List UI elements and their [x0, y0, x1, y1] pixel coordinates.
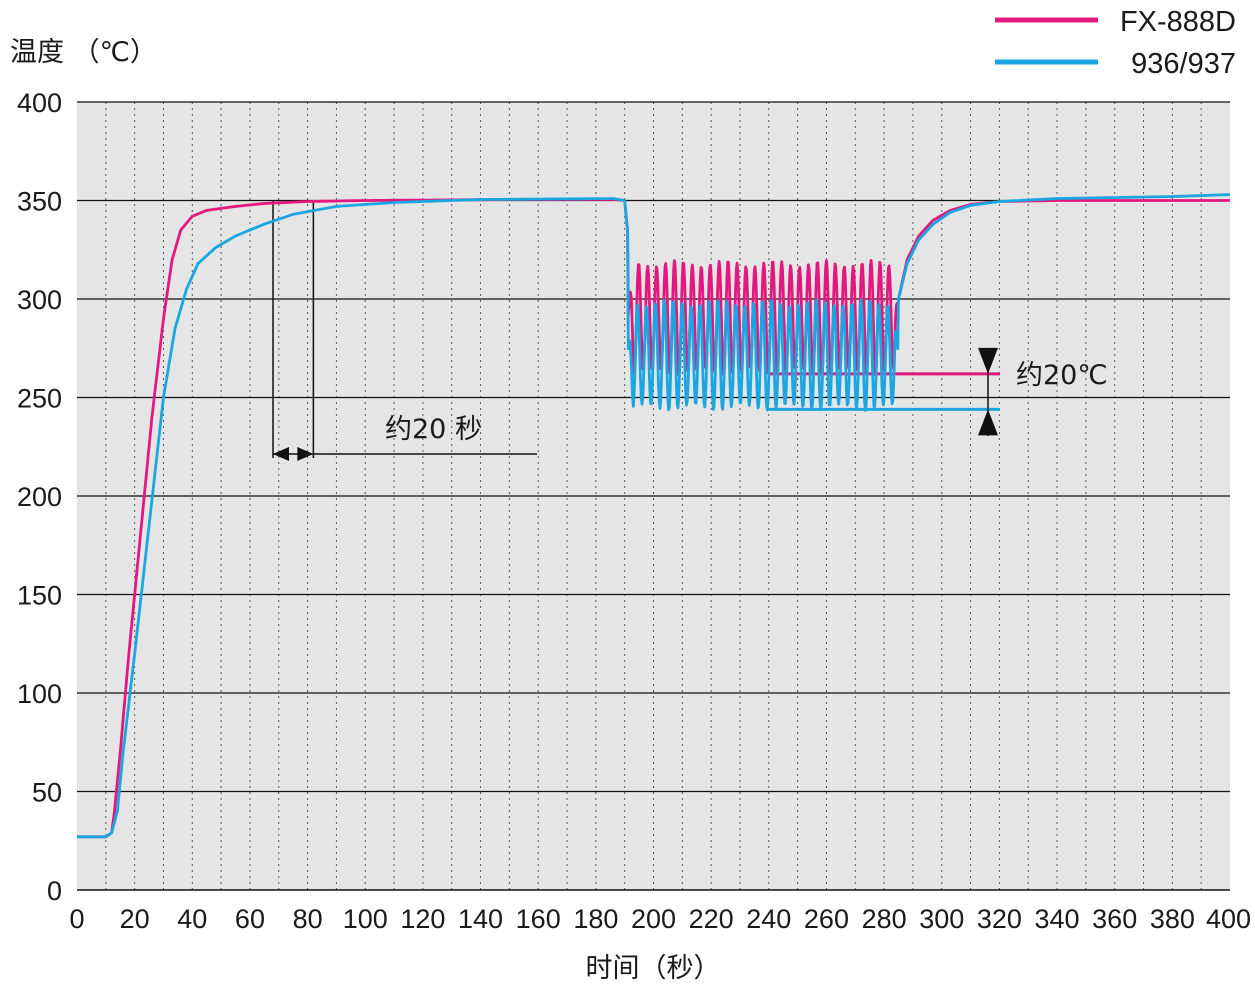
legend-label-936-937: 936/937	[1131, 48, 1236, 80]
y-tick-label: 300	[17, 285, 62, 315]
legend-label-fx-888d: FX-888D	[1120, 6, 1236, 38]
y-tick-labels: 0 50 100 150 200 250 300 350 400	[17, 88, 62, 906]
series-lines	[76, 193, 1231, 839]
y-tick-label: 150	[17, 581, 62, 611]
x-tick-label: 40	[177, 904, 207, 934]
x-tick-label: 120	[400, 904, 445, 934]
x-tick-label: 60	[235, 904, 265, 934]
x-tick-label: 220	[689, 904, 734, 934]
x-tick-label: 100	[343, 904, 388, 934]
y-tick-label: 350	[17, 187, 62, 217]
x-axis-label: 时间（秒）	[586, 953, 721, 984]
x-tick-label: 280	[862, 904, 907, 934]
y-tick-label: 100	[17, 679, 62, 709]
x-tick-label: 80	[293, 904, 323, 934]
annotation-level-gap: 约20℃	[1016, 360, 1108, 391]
legend: FX-888D 936/937	[995, 6, 1236, 80]
x-tick-label: 140	[458, 904, 503, 934]
y-tick-label: 400	[17, 88, 62, 118]
y-tick-label: 200	[17, 482, 62, 512]
x-tick-label: 340	[1035, 904, 1080, 934]
x-tick-label: 320	[977, 904, 1022, 934]
x-tick-label: 200	[631, 904, 676, 934]
y-axis-label: 温度 （℃）	[10, 37, 157, 68]
span-arrow-left	[273, 447, 290, 461]
annotations: 约20 秒 约20℃	[272, 200, 1108, 461]
span-arrow-right	[297, 447, 314, 461]
x-tick-label: 180	[573, 904, 618, 934]
series-line-936-937	[76, 193, 1231, 839]
gap-arrow-up	[978, 409, 998, 436]
y-tick-label: 250	[17, 384, 62, 414]
x-tick-label: 260	[804, 904, 849, 934]
x-tick-label: 240	[746, 904, 791, 934]
x-tick-label: 0	[69, 904, 84, 934]
x-tick-label: 300	[919, 904, 964, 934]
y-tick-label: 0	[47, 876, 62, 906]
gap-arrow-down	[978, 347, 998, 374]
annotation-time-span: 约20 秒	[385, 414, 482, 445]
x-tick-label: 360	[1092, 904, 1137, 934]
x-tick-labels: 0 20 40 60 80 100 120 140 160 180 200 220 240 260 280 3…	[69, 904, 1251, 934]
x-tick-label: 400	[1206, 904, 1251, 934]
horizontal-grid	[77, 101, 1230, 891]
x-tick-label: 160	[516, 904, 561, 934]
x-tick-label: 20	[120, 904, 150, 934]
x-tick-label: 380	[1150, 904, 1195, 934]
y-tick-label: 50	[32, 778, 62, 808]
